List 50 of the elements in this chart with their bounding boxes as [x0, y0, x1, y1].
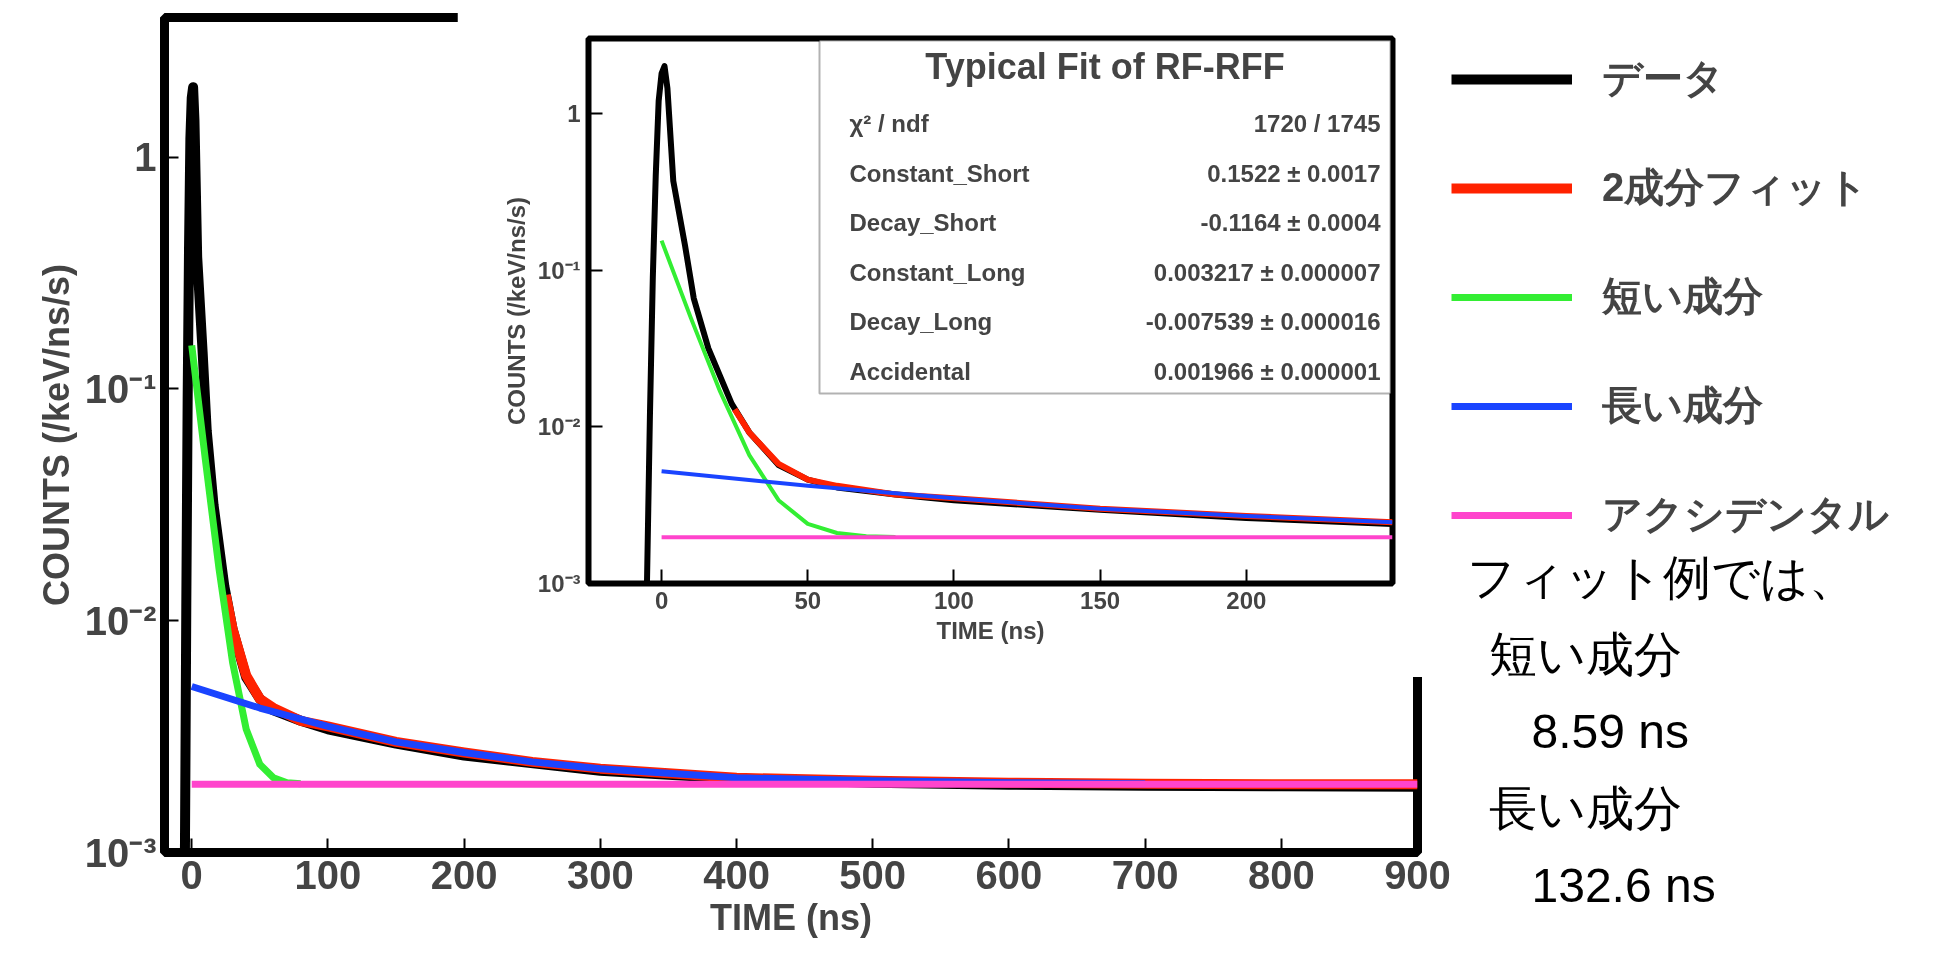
annotation: Decay_Long [849, 308, 993, 335]
annotation: Constant_Long [849, 258, 1026, 286]
y-tick-label: 10⁻³ [84, 830, 157, 875]
x-tick-label: 700 [1111, 852, 1179, 897]
x-tick-label: 500 [839, 852, 907, 897]
y-tick-label: 10⁻³ [537, 570, 581, 597]
y-tick-label: 10⁻² [84, 598, 157, 643]
x-tick-label: 200 [430, 852, 498, 897]
annotation: -0.1164 ± 0.0004 [1200, 209, 1382, 236]
y-tick-label: 10⁻² [537, 413, 581, 441]
legend-label: 2成分フィット [1602, 164, 1869, 211]
x-tick-label: 0 [180, 852, 203, 897]
y-axis-title: COUNTS (/keV/ns/s) [35, 263, 77, 607]
x-tick-label: 400 [703, 852, 770, 897]
x-tick-label: 900 [1384, 852, 1451, 897]
x-tick-label: 100 [933, 586, 974, 614]
x-tick-label: 50 [794, 586, 822, 614]
x-tick-label: 0 [654, 586, 669, 614]
text: 132.6 ns [1531, 859, 1716, 912]
annotation: Typical Fit of RF-RFF [925, 46, 1285, 87]
legend-label: 短い成分 [1602, 273, 1763, 320]
y-tick-label: 1 [567, 99, 581, 127]
annotation: 0.003217 ± 0.000007 [1153, 258, 1381, 286]
text: 長い成分 [1488, 782, 1682, 835]
y-axis-title: COUNTS (/keV/ns/s) [502, 196, 530, 426]
text: 8.59 ns [1531, 705, 1689, 758]
annotation: Constant_Short [849, 159, 1030, 187]
text: フィット例では、 [1466, 551, 1857, 604]
y-tick-label: 1 [134, 135, 157, 180]
annotation: χ² / ndf [849, 110, 930, 137]
annotation: Decay_Short [849, 209, 997, 236]
x-tick-label: 100 [294, 852, 362, 897]
annotation: 0.001966 ± 0.000001 [1153, 357, 1381, 385]
text: 短い成分 [1488, 628, 1682, 681]
x-axis-title: TIME (ns) [710, 896, 872, 938]
annotation: 1720 / 1745 [1253, 110, 1381, 137]
annotation: Accidental [849, 357, 971, 385]
x-tick-label: 600 [975, 852, 1043, 897]
x-tick-label: 800 [1247, 852, 1315, 897]
x-axis-title: TIME (ns) [936, 616, 1045, 644]
annotation: -0.007539 ± 0.000016 [1145, 308, 1381, 335]
legend-label: 長い成分 [1602, 382, 1763, 429]
y-tick-label: 10⁻¹ [84, 366, 157, 411]
y-tick-label: 10⁻¹ [537, 256, 581, 284]
legend-label: データ [1602, 55, 1724, 102]
annotation: 0.1522 ± 0.0017 [1207, 159, 1381, 187]
legend-label: アクシデンタル [1602, 491, 1889, 538]
x-tick-label: 150 [1080, 586, 1121, 614]
x-tick-label: 200 [1226, 586, 1267, 614]
x-tick-label: 300 [566, 852, 634, 897]
